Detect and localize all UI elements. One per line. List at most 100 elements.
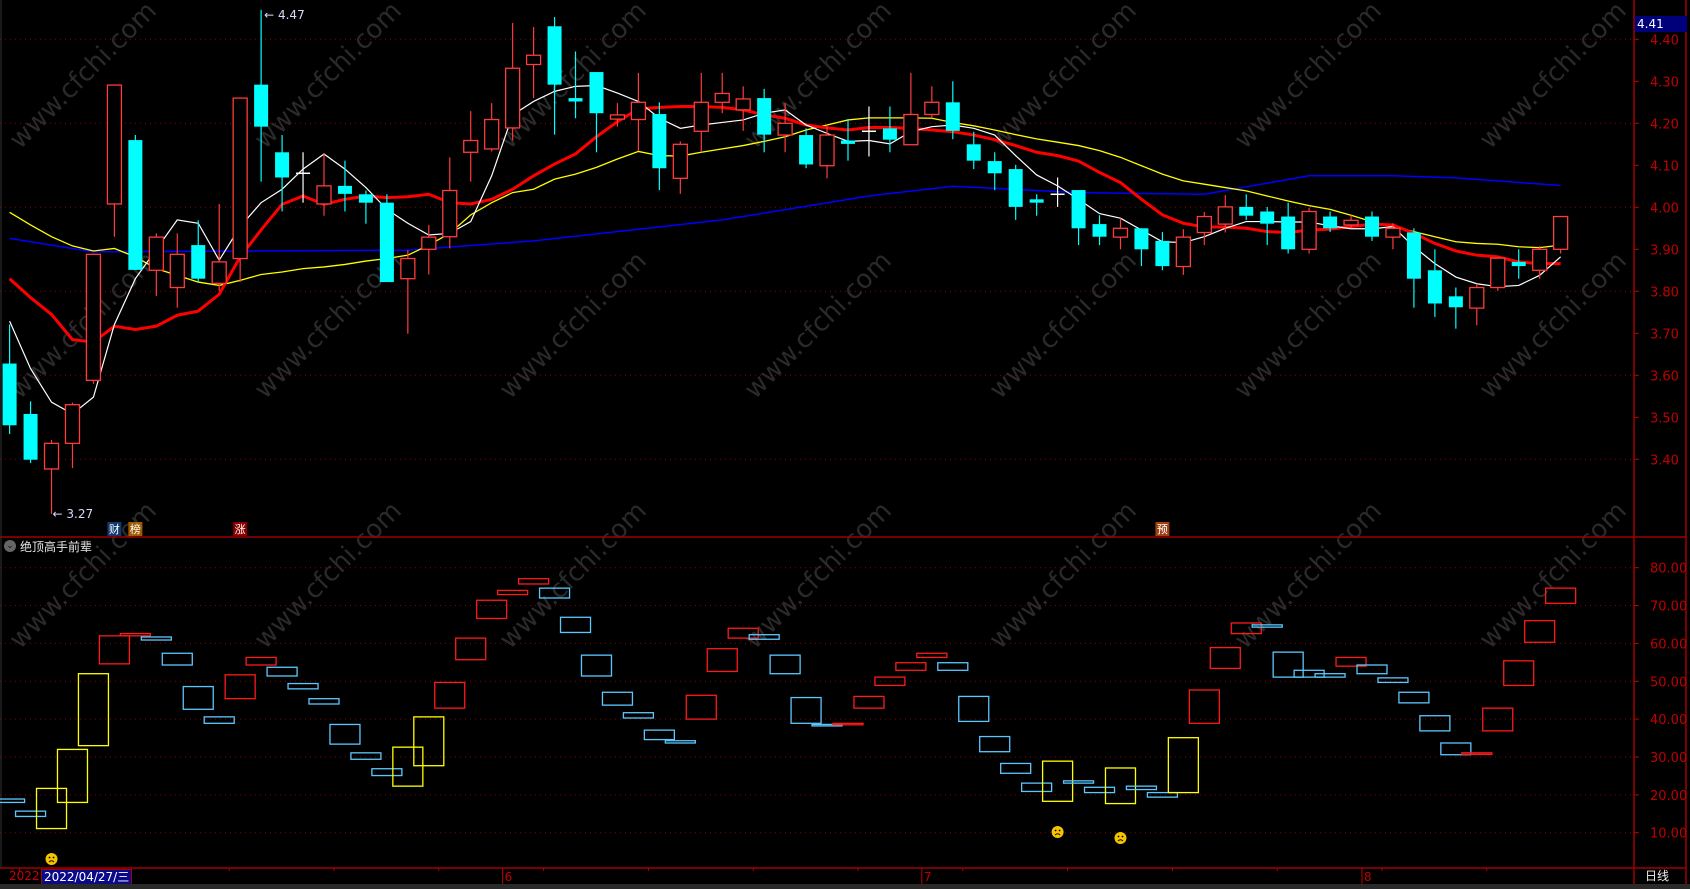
indicator-tick-label: 20.00 — [1650, 789, 1687, 804]
price-tick-label: 3.90 — [1650, 243, 1679, 258]
candle — [442, 157, 458, 249]
sad-face-eye — [1054, 829, 1057, 832]
candle-body — [1281, 216, 1296, 250]
indicator-box — [413, 716, 445, 767]
candle-body — [275, 152, 290, 178]
candle-body — [525, 54, 542, 66]
candle — [128, 135, 143, 270]
indicator-box — [580, 654, 613, 677]
axis-layer: 4.40 4.30 4.20 4.10 4.00 3.90 3.80 3.70 3.60 3.50… — [19, 33, 1687, 884]
candle-body — [1155, 240, 1170, 267]
watermark-text: www.cfchi.com — [249, 0, 408, 155]
candle — [254, 9, 269, 182]
candle — [693, 72, 709, 153]
chevron-down-icon[interactable]: ⌄ — [4, 540, 16, 552]
candle — [568, 51, 583, 119]
period-label[interactable]: 日线 — [1645, 869, 1670, 883]
indicator-box — [245, 656, 277, 666]
candle-body — [358, 194, 373, 203]
candle-body — [106, 84, 123, 205]
sad-face-mouth — [48, 860, 55, 863]
candle — [1490, 256, 1506, 291]
indicator-box — [266, 666, 298, 677]
candle-body — [1490, 257, 1506, 289]
sad-face-mouth — [1054, 833, 1061, 836]
candle — [1532, 245, 1548, 279]
candle-body — [85, 253, 102, 381]
candle-body — [630, 101, 647, 121]
candle-body — [1552, 215, 1569, 250]
candle — [1448, 287, 1463, 329]
candle-body — [232, 97, 248, 260]
indicator-box — [77, 673, 110, 747]
price-tick-label: 4.30 — [1650, 75, 1679, 90]
indicator-layer — [0, 578, 1577, 830]
watermark-text: www.cfchi.com — [739, 496, 898, 655]
indicator-box — [1440, 742, 1472, 756]
price-tick-label: 3.40 — [1650, 453, 1679, 468]
candle — [400, 250, 416, 334]
indicator-box — [622, 712, 655, 719]
indicator-tick-label: 10.00 — [1650, 827, 1687, 842]
indicator-box — [790, 696, 822, 724]
indicator-box — [832, 722, 864, 726]
high-price-annotation: ← 4.47 — [264, 8, 305, 22]
candle-body — [589, 72, 604, 114]
candle — [43, 439, 60, 514]
candle-body — [841, 140, 855, 144]
sad-face-circle — [1114, 832, 1127, 844]
indicator-box — [1062, 780, 1095, 784]
candle-body — [23, 413, 38, 460]
event-marker-label: 预 — [1157, 523, 1168, 536]
candle — [463, 111, 479, 182]
event-marker-badge — [107, 522, 122, 536]
indicator-box — [0, 798, 26, 804]
candle-body — [504, 67, 521, 129]
candle — [945, 81, 960, 140]
candle — [1385, 223, 1401, 250]
indicator-box — [1146, 791, 1179, 798]
event-marker-badge — [128, 522, 143, 536]
candle — [191, 220, 206, 283]
sad-face-icon — [45, 853, 58, 865]
candle — [924, 86, 940, 119]
candle — [819, 124, 835, 179]
indicator-title[interactable]: ⌄ 绝顶高手前辈 — [4, 538, 92, 554]
candles-layer — [2, 9, 1569, 514]
candle-body — [672, 143, 688, 179]
candle — [296, 152, 311, 203]
candle — [1239, 194, 1254, 220]
candle — [609, 103, 626, 127]
low-price-annotation: ← 3.27 — [53, 507, 94, 521]
indicator-box — [476, 599, 508, 620]
candle-body — [714, 92, 730, 103]
candle-body — [819, 134, 835, 167]
indicator-box — [98, 635, 131, 665]
indicator-box — [769, 654, 801, 675]
indicator-tick-label: 50.00 — [1650, 675, 1687, 690]
indicator-box — [35, 787, 68, 830]
candle — [735, 86, 751, 131]
candle — [1175, 229, 1192, 275]
watermark-text: www.cfchi.com — [494, 246, 653, 405]
candle-body — [609, 114, 626, 120]
indicator-box — [1356, 664, 1388, 675]
indicator-box — [853, 695, 885, 709]
indicator-box — [937, 662, 969, 671]
candle — [1092, 215, 1107, 246]
indicator-box — [224, 674, 256, 700]
sad-face-eye — [1121, 835, 1124, 838]
candle-body — [1301, 210, 1317, 250]
watermark-text: www.cfchi.com — [984, 496, 1143, 655]
candle — [966, 131, 981, 170]
candle-body — [2, 363, 17, 426]
candle — [1427, 249, 1442, 317]
candle-body — [1469, 286, 1485, 309]
candle — [504, 22, 521, 141]
candle — [861, 106, 876, 157]
candle-body — [924, 101, 940, 116]
candle-body — [484, 118, 500, 150]
indicator-box — [455, 637, 487, 661]
indicator-box — [392, 746, 424, 787]
